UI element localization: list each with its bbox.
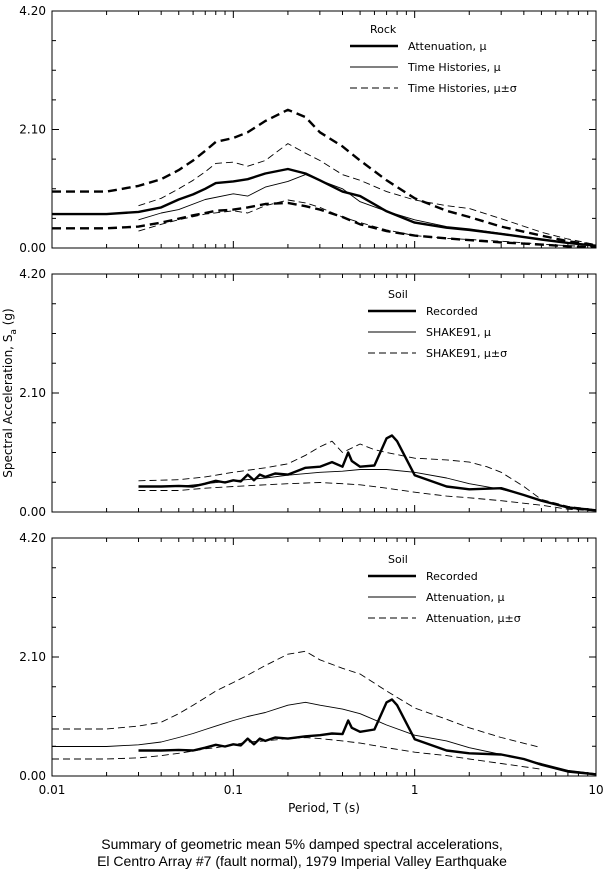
- series-line-recorded: [138, 434, 596, 512]
- chart-panel-3: 0.00 2.10 4.20 0.01 0.1 1 10 Soil Recorded Attenu…: [19, 531, 603, 797]
- legend-entry-label: Attenuation, μ: [426, 591, 504, 604]
- legend: Soil Recorded SHAKE91, μ SHAKE91, μ±σ: [368, 288, 507, 360]
- legend-title: Soil: [388, 553, 408, 566]
- y-tick-label: 2.10: [19, 386, 46, 400]
- series-line-attenuation-: [52, 701, 596, 775]
- x-tick-label: 1: [411, 783, 419, 797]
- series-line-time-histories-: [138, 143, 596, 246]
- x-tick-label: 10: [588, 783, 603, 797]
- legend-entry-label: Time Histories, μ: [407, 61, 501, 74]
- legend-entry-label: Attenuation, μ±σ: [426, 612, 521, 625]
- caption-line-1: Summary of geometric mean 5% damped spec…: [101, 836, 503, 852]
- y-tick-label: 0.00: [19, 505, 46, 519]
- chart-panel-2: 0.00 2.10 4.20 Soil Recorded SHAKE91, μ SHAKE9…: [19, 267, 597, 519]
- series-line-attenuation-: [52, 737, 542, 770]
- y-tick-label: 4.20: [19, 4, 46, 18]
- series-line-recorded: [138, 698, 596, 776]
- series-line-shake91-: [138, 482, 596, 512]
- legend: Soil Recorded Attenuation, μ Attenuation, μ…: [368, 553, 521, 625]
- series-line-attenuation-: [52, 650, 542, 749]
- series-line-time-histories-: [138, 174, 596, 247]
- y-tick-label: 2.10: [19, 650, 46, 664]
- x-tick-label: 0.1: [224, 783, 243, 797]
- series-line-shake91-: [138, 469, 596, 511]
- legend-entry-label: Recorded: [426, 570, 478, 583]
- plot-frame: [51, 273, 597, 513]
- legend: Rock Attenuation, μ Time Histories, μ Time …: [350, 23, 517, 95]
- legend-entry-label: Time Histories, μ±σ: [407, 82, 517, 95]
- legend-title: Soil: [388, 288, 408, 301]
- legend-entry-label: Recorded: [426, 305, 478, 318]
- series-line-time-histories-: [138, 199, 596, 248]
- legend-entry-label: SHAKE91, μ: [426, 326, 491, 339]
- chart-panel-1: 0.00 2.10 4.20 Rock Attenuation, μ Time Histo…: [19, 4, 597, 255]
- series-line-shake91-: [138, 440, 596, 511]
- x-tick-label: 0.01: [39, 783, 66, 797]
- y-tick-label: 0.00: [19, 769, 46, 783]
- legend-entry-label: Attenuation, μ: [408, 40, 486, 53]
- y-tick-label: 2.10: [19, 123, 46, 137]
- y-tick-label: 4.20: [19, 267, 46, 281]
- shared-y-axis-label: Spectral Acceleration, Sa (g): [1, 308, 19, 477]
- legend-title: Rock: [370, 23, 397, 36]
- y-tick-label: 0.00: [19, 241, 46, 255]
- plot-frame: [51, 537, 597, 777]
- caption-line-2: El Centro Array #7 (fault normal), 1979 …: [97, 853, 507, 869]
- x-axis-label: Period, T (s): [288, 801, 360, 815]
- series-line-attenuation-: [52, 108, 596, 247]
- series-line-attenuation-: [52, 167, 596, 247]
- legend-entry-label: SHAKE91, μ±σ: [426, 347, 507, 360]
- y-tick-label: 4.20: [19, 531, 46, 545]
